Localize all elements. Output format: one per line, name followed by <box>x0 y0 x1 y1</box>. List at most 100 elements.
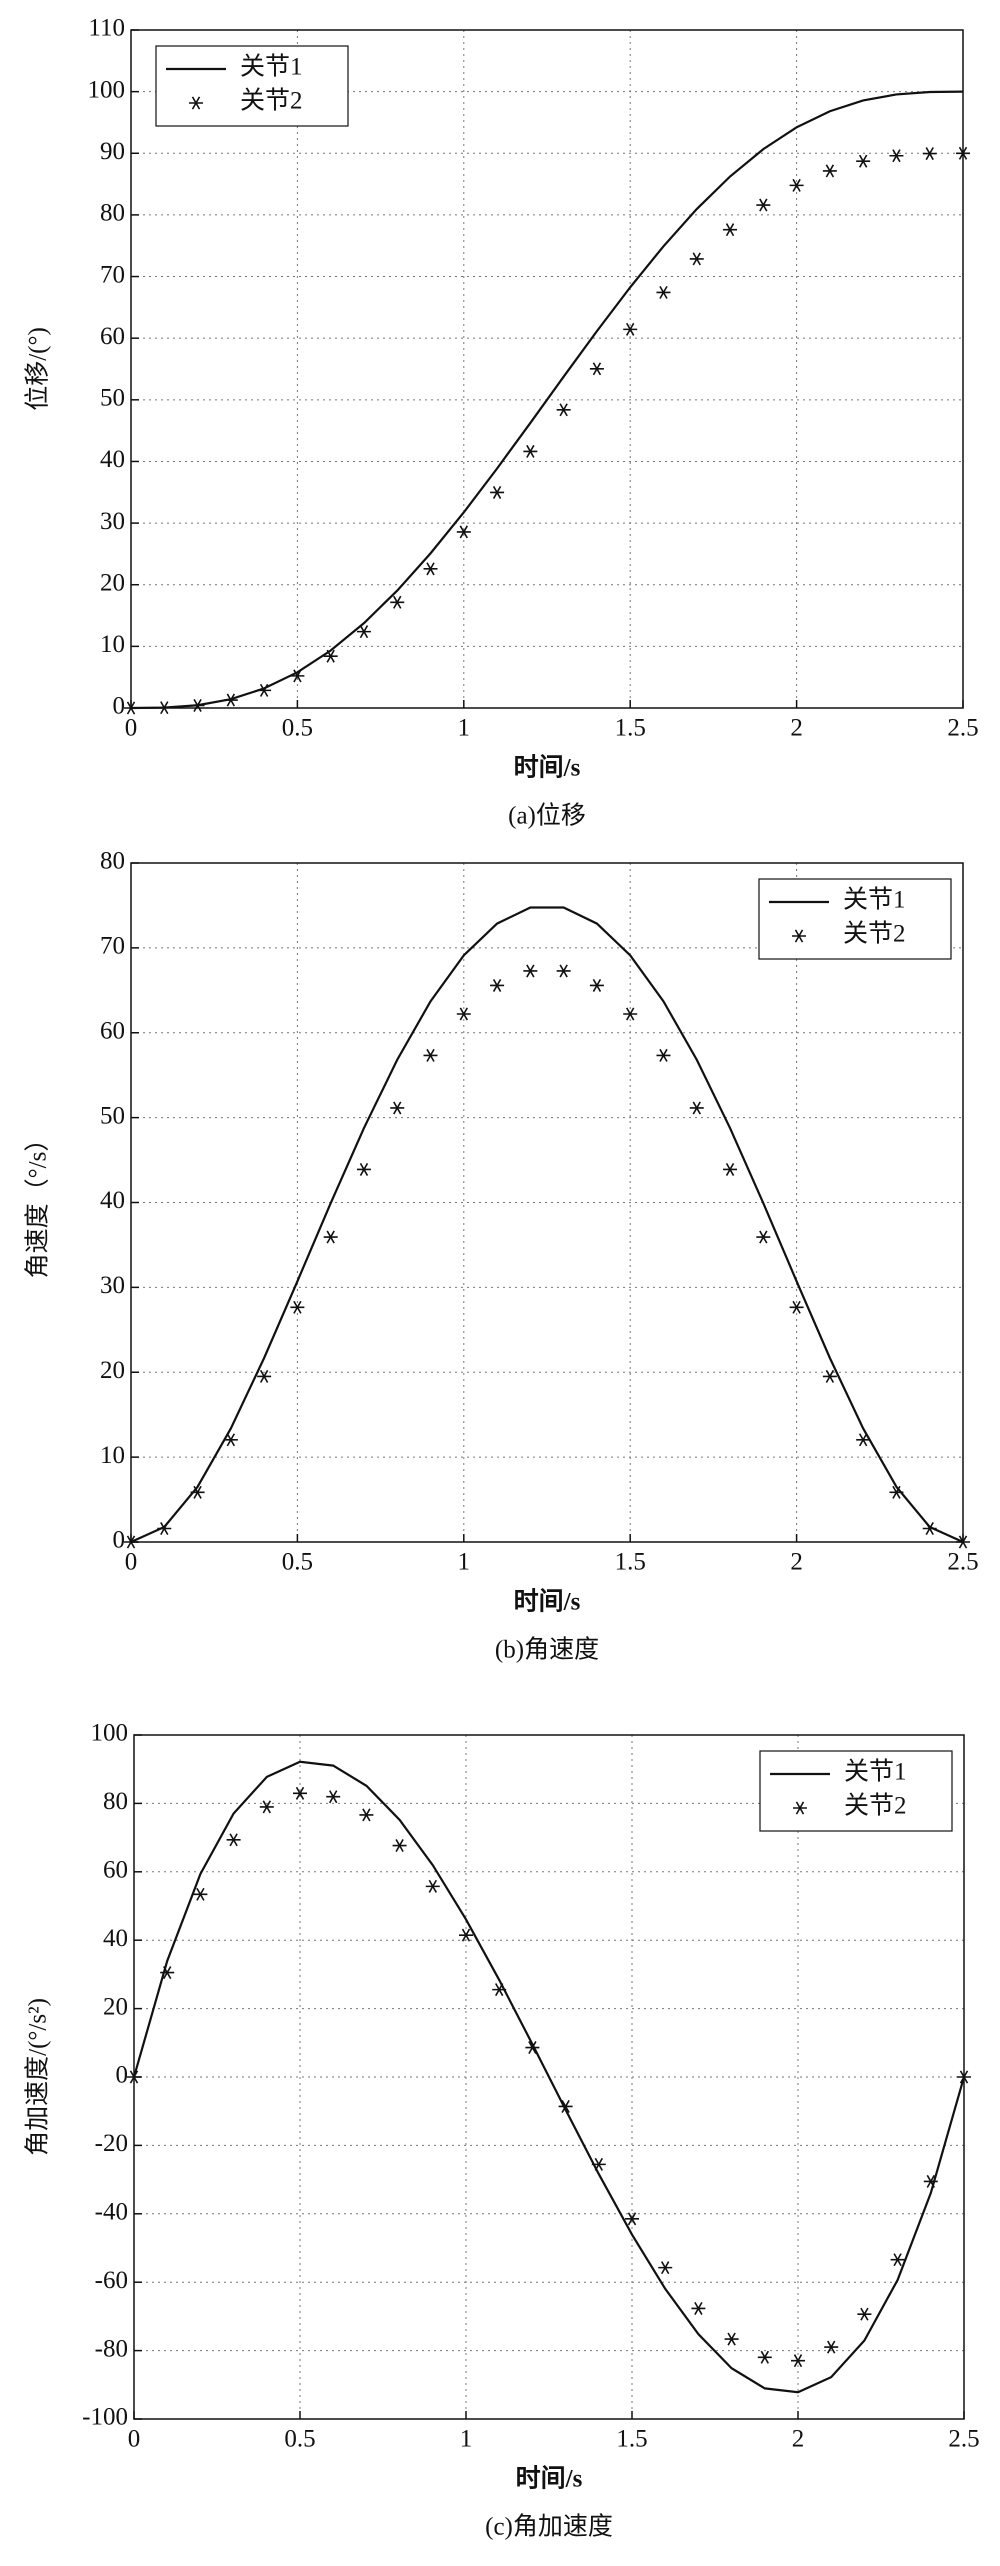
data-point <box>723 223 738 237</box>
data-point <box>124 701 138 715</box>
y-tick-label: 60 <box>100 1017 125 1044</box>
y-tick-label: 40 <box>100 1187 125 1214</box>
y-tick-label: 20 <box>100 1357 125 1384</box>
legend-label: 关节2 <box>240 87 303 115</box>
data-point <box>223 1433 238 1447</box>
data-point <box>190 1485 205 1499</box>
data-point <box>359 1808 374 1822</box>
plot-frame <box>130 29 964 709</box>
data-point <box>259 1800 274 1814</box>
legend-marker <box>793 1801 807 1815</box>
data-point <box>724 2332 739 2346</box>
y-axis-label: 位移/(°) <box>24 327 52 411</box>
legend-label: 关节1 <box>844 1758 907 1786</box>
y-tick-label: 110 <box>88 15 125 42</box>
y-tick-label: 100 <box>88 76 126 103</box>
legend-box <box>759 1750 953 1832</box>
data-point <box>490 485 505 499</box>
data-point <box>856 1433 871 1447</box>
data-point <box>757 2350 772 2364</box>
data-point <box>856 154 871 168</box>
data-point <box>326 1790 341 1804</box>
data-point <box>323 1230 338 1244</box>
x-tick-label: 1 <box>458 1549 471 1576</box>
data-point <box>723 1162 738 1176</box>
y-tick-label: 80 <box>100 200 125 227</box>
y-tick-label: -40 <box>95 2199 128 2226</box>
caption: (b)角速度 <box>495 1636 599 1664</box>
y-tick-label: 10 <box>100 631 125 658</box>
data-point <box>556 403 571 417</box>
data-point <box>623 1007 638 1021</box>
data-point <box>423 562 438 576</box>
x-tick-label: 2.5 <box>947 1549 978 1576</box>
data-point <box>257 1369 272 1383</box>
data-point <box>223 693 238 707</box>
x-tick-label: 0 <box>128 2426 141 2453</box>
x-tick-label: 2 <box>790 715 803 742</box>
x-tick-label: 2 <box>792 2426 805 2453</box>
data-point <box>956 1535 970 1549</box>
data-point <box>623 322 638 336</box>
data-point <box>160 1966 175 1980</box>
data-point <box>459 1928 473 1942</box>
data-point <box>323 649 338 663</box>
y-tick-label: 100 <box>91 1720 129 1747</box>
data-point <box>824 2340 839 2354</box>
y-tick-label: 10 <box>100 1442 125 1469</box>
data-point <box>822 164 837 178</box>
x-tick-label: 0 <box>125 1549 138 1576</box>
x-axis-label: 时间/s <box>516 2465 583 2493</box>
data-point <box>689 1101 704 1115</box>
data-point <box>390 595 405 609</box>
x-axis-label: 时间/s <box>514 1588 581 1616</box>
y-tick-label: 90 <box>100 138 125 165</box>
data-line <box>132 1760 966 2394</box>
y-axis-label: 角速度（°/s） <box>24 1127 52 1279</box>
data-point <box>456 1007 471 1021</box>
data-point <box>656 1048 671 1062</box>
data-point <box>756 198 771 212</box>
legend-marker <box>792 929 806 943</box>
data-point <box>490 978 505 992</box>
data-point <box>789 178 804 192</box>
data-point <box>589 978 604 992</box>
plot-frame <box>130 862 964 1543</box>
data-point <box>226 1833 241 1847</box>
y-tick-label: -80 <box>95 2335 128 2362</box>
y-tick-label: 40 <box>103 1925 128 1952</box>
data-point <box>290 669 305 683</box>
data-point <box>157 1522 172 1535</box>
y-tick-label: 40 <box>100 446 125 473</box>
data-point <box>390 1101 405 1115</box>
data-point <box>356 1162 371 1176</box>
legend-marker <box>189 96 203 110</box>
y-tick-label: 0 <box>113 693 126 720</box>
data-point <box>822 1369 837 1383</box>
y-tick-label: 50 <box>100 385 125 412</box>
data-point <box>922 147 937 161</box>
data-point <box>124 1535 138 1549</box>
data-point <box>456 525 471 539</box>
data-point <box>922 1522 937 1535</box>
data-point <box>356 625 371 639</box>
data-point <box>290 1300 305 1314</box>
y-tick-label: 80 <box>100 848 125 875</box>
x-tick-label: 0.5 <box>284 2426 315 2453</box>
data-point <box>293 1786 307 1800</box>
data-point <box>791 2354 805 2368</box>
y-tick-label: 20 <box>103 1993 128 2020</box>
caption: (c)角加速度 <box>485 2513 613 2541</box>
y-tick-label: 80 <box>103 1788 128 1815</box>
x-tick-label: 1.5 <box>616 2426 647 2453</box>
y-tick-label: -20 <box>95 2130 128 2157</box>
y-axis-label: 角加速度/(°/s²) <box>24 1998 52 2156</box>
data-point <box>523 444 538 458</box>
data-point <box>190 698 205 712</box>
y-tick-label: -100 <box>82 2404 128 2431</box>
data-point <box>658 2261 673 2275</box>
y-tick-label: 70 <box>100 933 125 960</box>
y-tick-label: 70 <box>100 261 125 288</box>
y-tick-label: 20 <box>100 569 125 596</box>
